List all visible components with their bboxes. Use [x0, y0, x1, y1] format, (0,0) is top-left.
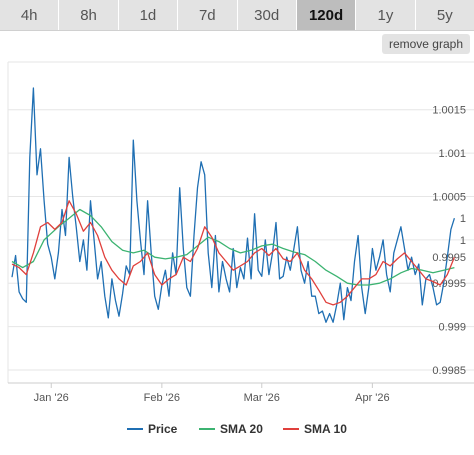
y-tick-label: 1.0005	[432, 191, 466, 203]
y-axis: 0.9985 0.999 0.9995 1 1.0005 1.001 1.0015	[432, 105, 466, 377]
x-tick-label: Jan '26	[34, 392, 69, 404]
series-lines	[11, 87, 456, 323]
tab-4h[interactable]: 4h	[0, 0, 60, 30]
x-tick-label: Mar '26	[244, 392, 280, 404]
y-tick-label: 1	[460, 235, 466, 247]
remove-graph-button[interactable]: remove graph	[381, 34, 470, 54]
y-tick-label: 1.001	[438, 148, 466, 160]
series-line-sma-10	[11, 200, 456, 306]
timeframe-tabs: 4h 8h 1d 7d 30d 120d 1y 5y	[0, 0, 474, 31]
legend: Price SMA 20 SMA 10	[127, 422, 347, 436]
y-tick-label: 1.0015	[432, 105, 466, 117]
y-tick-label: 0.9985	[432, 365, 466, 377]
y-tick-label: 0.9995	[432, 278, 466, 290]
tab-1y[interactable]: 1y	[356, 0, 416, 30]
tab-5y[interactable]: 5y	[436, 6, 453, 24]
last-value-label: 1	[460, 213, 466, 225]
last-value-labels: 1 0.9995	[432, 213, 466, 264]
tab-8h[interactable]: 8h	[59, 0, 119, 30]
last-value-label: 0.9995	[432, 252, 466, 264]
legend-item-sma-10[interactable]: SMA 10	[304, 422, 347, 436]
series-line-sma-20	[11, 208, 455, 286]
legend-item-sma-20[interactable]: SMA 20	[220, 422, 263, 436]
legend-item-price[interactable]: Price	[148, 422, 178, 436]
tab-120d[interactable]: 120d	[296, 0, 357, 30]
x-tick-label: Feb '26	[144, 392, 180, 404]
x-axis: Jan '26 Feb '26 Mar '26 Apr '26	[34, 383, 390, 404]
grid-lines	[7, 61, 474, 384]
y-tick-label: 0.999	[438, 322, 466, 334]
tab-30d[interactable]: 30d	[238, 0, 297, 30]
x-tick-label: Apr '26	[355, 392, 390, 404]
tab-7d[interactable]: 7d	[178, 0, 238, 30]
tab-1d[interactable]: 1d	[119, 0, 179, 30]
series-line-price	[11, 87, 456, 323]
